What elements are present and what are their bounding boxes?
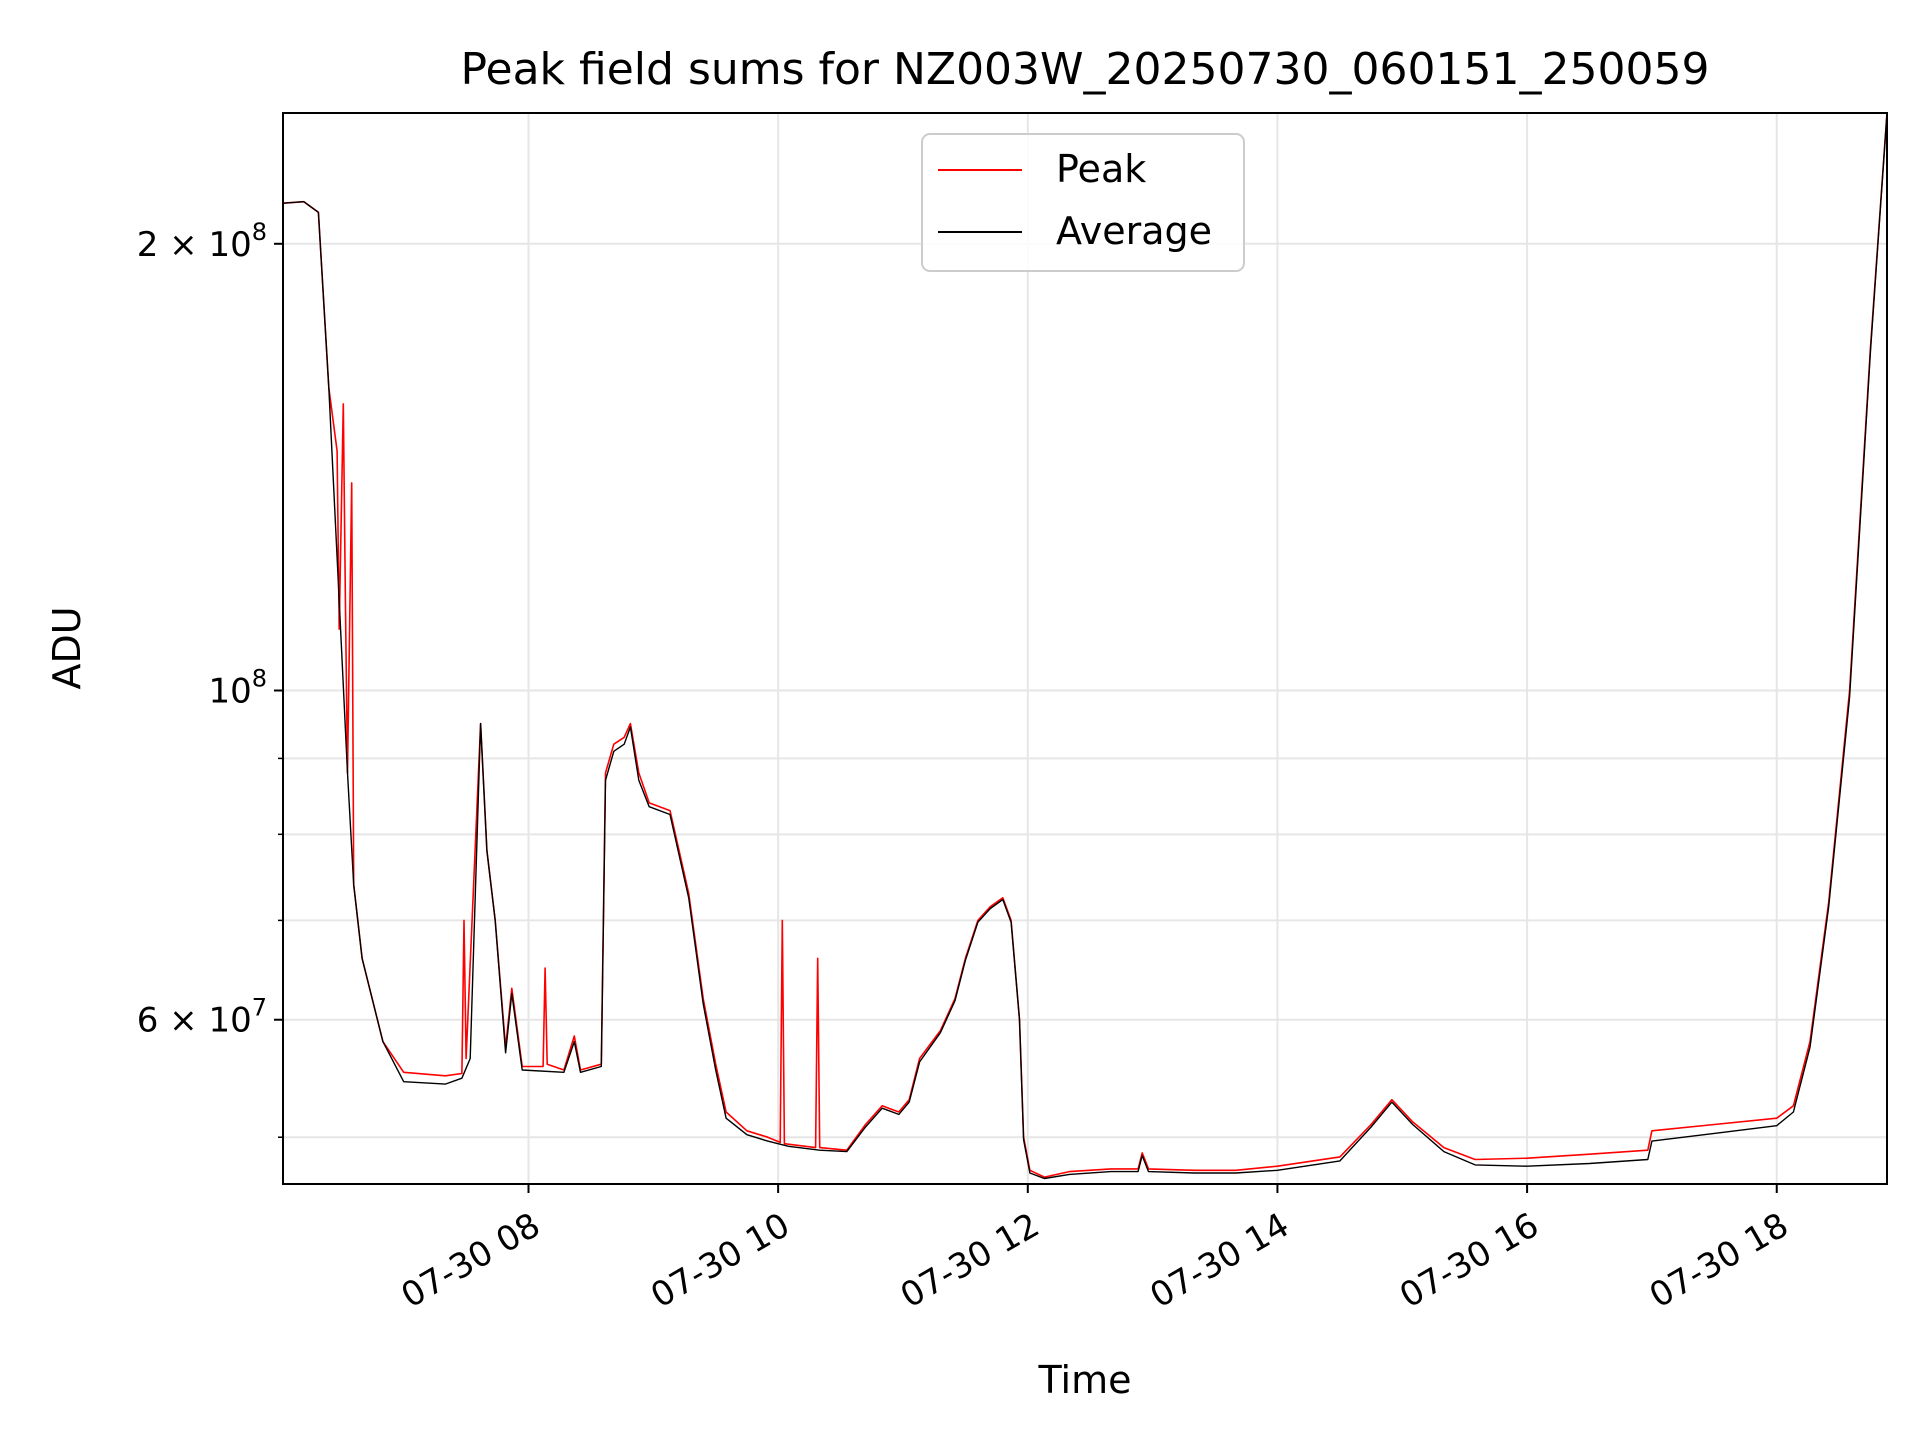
x-axis-label: Time — [1038, 1358, 1132, 1402]
tick-label-y: 2 × 108 — [137, 218, 267, 265]
grid — [283, 113, 1887, 1184]
y-axis-label: ADU — [45, 606, 89, 689]
tick-label-y: 108 — [208, 665, 267, 712]
legend: Peak Average — [921, 133, 1245, 272]
series-line-average — [283, 113, 1887, 1180]
tick-label-y: 6 × 107 — [137, 994, 267, 1041]
series-line-peak — [283, 113, 1887, 1178]
chart-title: Peak field sums for NZ003W_20250730_0601… — [461, 44, 1710, 95]
legend-box — [921, 133, 1245, 272]
series-layer — [283, 113, 1887, 1180]
legend-label-average: Average — [1056, 209, 1212, 253]
plot-frame — [282, 112, 1888, 1185]
y-axis-ticks: 2 × 108 108 6 × 107 — [137, 218, 283, 1138]
legend-label-peak: Peak — [1056, 147, 1146, 191]
